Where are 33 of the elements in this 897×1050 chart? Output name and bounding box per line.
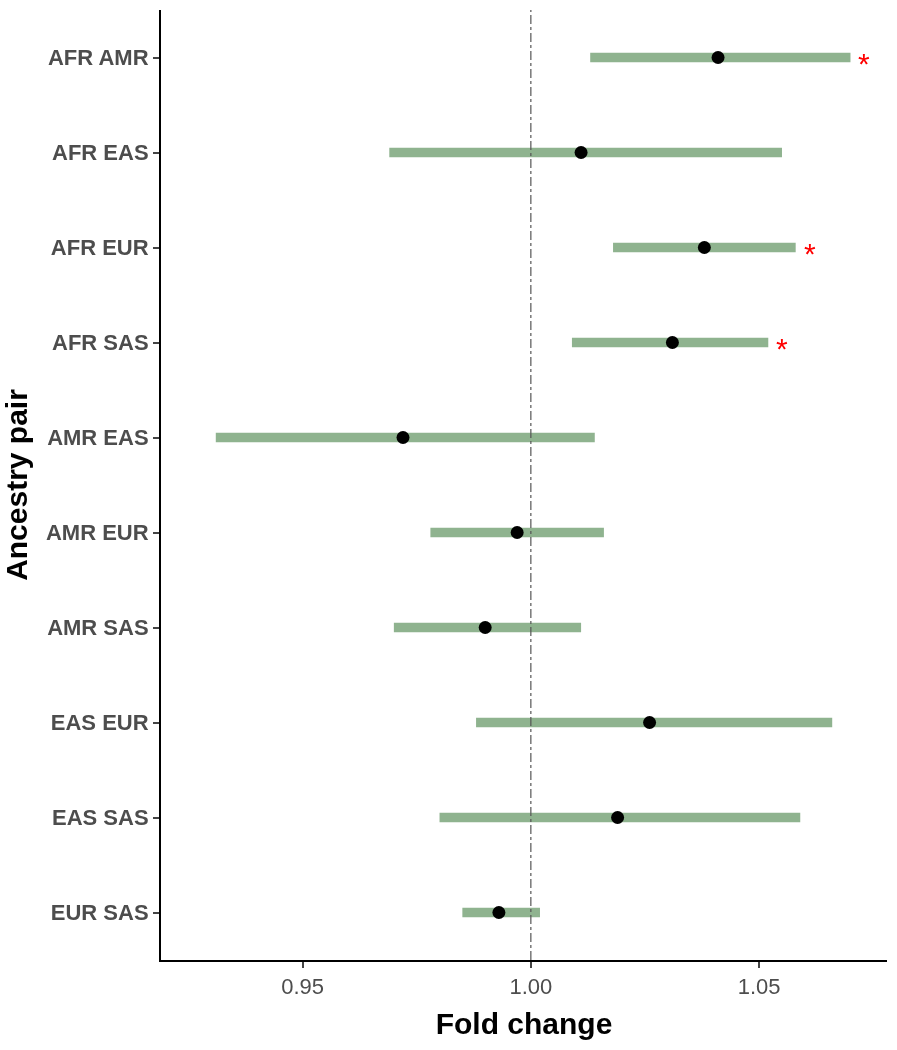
y-tick-label: AMR EUR [45,520,149,546]
y-tick-label: EAS EUR [50,710,149,736]
y-axis-title: Ancestry pair [0,388,33,581]
x-tick-label: 0.95 [281,974,324,1000]
y-tick-label: AFR SAS [52,330,149,356]
bar [439,812,801,823]
x-tick-label: 1.05 [737,974,781,1000]
point [697,241,711,254]
bar [476,717,833,728]
annotation: * [858,47,870,80]
point [510,526,524,539]
point [711,51,725,64]
x-axis-title: Fold change [435,1007,613,1041]
annotation: * [804,237,816,270]
y-tick-label: EUR SAS [50,900,149,926]
point [478,621,492,634]
point [665,336,679,349]
x-tick-label: 1.00 [509,974,553,1000]
y-tick-label: AFR EUR [50,235,149,261]
bar [590,52,851,63]
y-tick-label: AFR EAS [52,140,149,166]
bar [389,147,782,158]
point [643,716,657,729]
y-tick-label: AMR EAS [47,425,149,451]
y-tick-label: EAS SAS [52,805,149,831]
point [492,906,506,919]
y-tick-label: AFR AMR [47,45,149,71]
bar [215,432,595,443]
point [396,431,410,444]
annotation: * [776,332,788,365]
y-tick-label: AMR SAS [47,615,149,641]
point [574,146,588,159]
point [611,811,625,824]
